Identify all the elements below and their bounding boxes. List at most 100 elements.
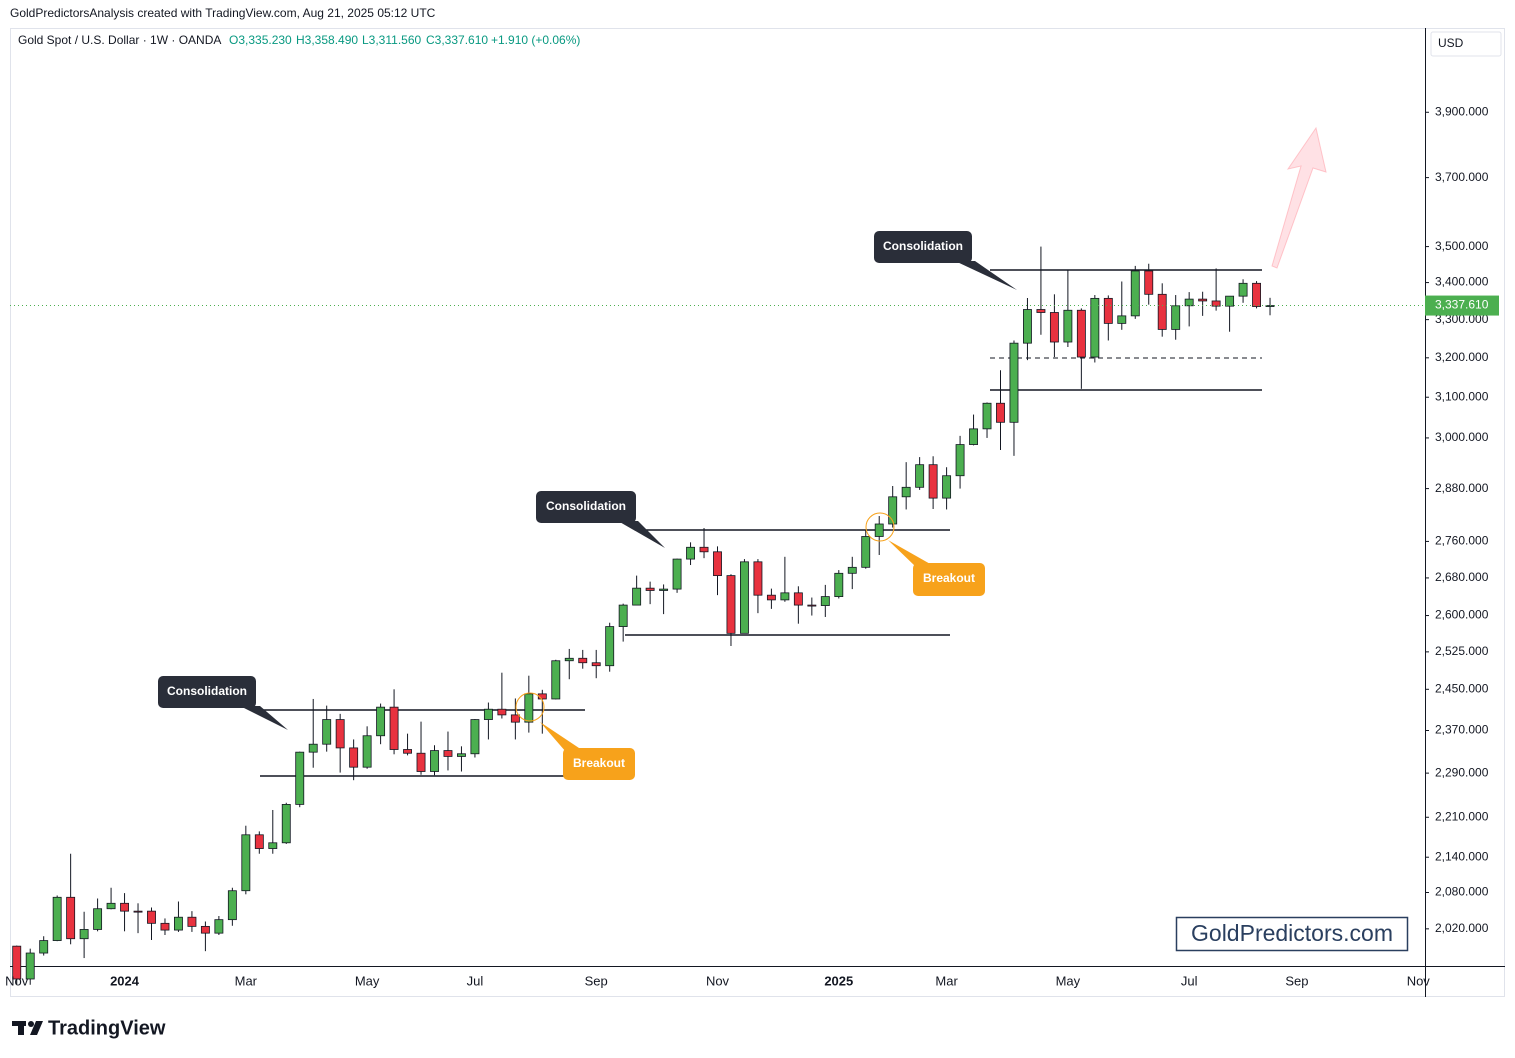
y-tick-label: 2,525.000 — [1435, 644, 1489, 658]
callout — [874, 231, 972, 263]
candle-body — [1211, 300, 1221, 307]
callout-text: Consolidation — [167, 684, 247, 698]
last-price-box — [1425, 295, 1499, 316]
candle-body — [227, 890, 237, 921]
candle-body — [618, 604, 628, 627]
y-tick-label: 2,140.000 — [1435, 849, 1489, 863]
callout — [913, 563, 985, 596]
candle-body — [241, 834, 251, 892]
candle-body — [901, 486, 911, 498]
callout-text: Consolidation — [883, 239, 963, 253]
y-tick-label: 2,080.000 — [1435, 885, 1489, 899]
callout-tail — [240, 706, 288, 730]
candle-body — [52, 896, 62, 941]
x-tick-label: May — [355, 973, 380, 988]
candle-body — [551, 660, 561, 700]
y-tick-label: 2,450.000 — [1435, 681, 1489, 695]
candle-body — [537, 693, 547, 700]
currency: USD — [1438, 36, 1464, 50]
candle-body — [1144, 270, 1154, 295]
candle-body — [200, 925, 210, 934]
ohlc-close: C3,337.610 — [426, 33, 488, 47]
candle-body — [79, 929, 89, 940]
y-tick-label: 3,500.000 — [1435, 239, 1489, 253]
candle-body — [605, 626, 615, 667]
candle-body — [389, 706, 399, 750]
candle-body — [403, 749, 412, 754]
y-tick-label: 2,680.000 — [1435, 570, 1489, 584]
candles — [12, 246, 1275, 985]
x-tick-label: Nov — [706, 973, 730, 988]
candle-body — [1117, 315, 1127, 324]
ohlc-high: H3,358.490 — [296, 33, 358, 47]
candle-body — [281, 804, 291, 844]
candle-body — [1184, 298, 1194, 307]
candle-body — [740, 561, 749, 634]
last-price-label: 3,337.610 — [1435, 298, 1489, 312]
candle-body — [1130, 270, 1140, 317]
x-tick-label: May — [1056, 973, 1081, 988]
candle-body — [1252, 282, 1261, 307]
candle-body — [349, 747, 359, 768]
candle-body — [726, 575, 736, 634]
candle-body — [645, 587, 655, 591]
callout-text: Breakout — [573, 756, 625, 770]
currency-box — [1430, 31, 1502, 57]
logo-part — [18, 1021, 24, 1035]
y-tick-label: 2,760.000 — [1435, 534, 1489, 548]
candle-body — [295, 751, 305, 805]
candle-body — [470, 719, 480, 755]
header: GoldPredictorsAnalysis created with Trad… — [10, 6, 436, 20]
candle-body — [1157, 293, 1167, 330]
candle-body — [160, 922, 170, 931]
watermark: GoldPredictors.com — [1191, 920, 1393, 946]
candle-body — [93, 908, 103, 930]
candle-body — [996, 402, 1005, 423]
y-tick-label: 3,400.000 — [1435, 275, 1489, 289]
candle-body — [376, 706, 386, 737]
candle-body — [888, 496, 898, 525]
candle-body — [443, 750, 453, 757]
x-tick-label: Sep — [585, 973, 608, 988]
frame — [10, 28, 1505, 997]
callout-tail — [955, 261, 1017, 290]
candle-body — [106, 902, 116, 910]
candle-body — [12, 945, 22, 980]
y-tick-label: 2,600.000 — [1435, 608, 1489, 622]
candle-body — [66, 896, 76, 940]
candle-body — [187, 916, 197, 927]
x-tick-label: Jul — [467, 973, 484, 988]
candle-body — [942, 475, 952, 499]
y-tick-label: 2,020.000 — [1435, 921, 1489, 935]
candle-body — [174, 916, 183, 931]
y-tick-label: 3,700.000 — [1435, 170, 1489, 184]
candle-body — [1103, 297, 1113, 324]
candle-body — [1049, 312, 1059, 343]
y-tick-label: 2,880.000 — [1435, 481, 1489, 495]
x-tick-label: Sep — [1285, 973, 1308, 988]
candle-body — [483, 708, 493, 720]
candle-body — [969, 428, 978, 445]
callout-tail — [618, 521, 665, 548]
candle-body — [807, 604, 817, 607]
candle-body — [1023, 309, 1032, 344]
candle-body — [510, 714, 520, 723]
candle-body — [928, 464, 938, 499]
candle-body — [147, 910, 156, 924]
y-tick-label: 3,000.000 — [1435, 430, 1489, 444]
candle-body — [847, 566, 857, 574]
candle-body — [1198, 298, 1208, 302]
footer-brand: TradingView — [48, 1017, 166, 1039]
callout — [536, 491, 636, 523]
ohlc-change: +1.910 (+0.06%) — [491, 33, 580, 47]
candle-body — [1076, 309, 1086, 358]
y-tick-label: 2,370.000 — [1435, 723, 1489, 737]
candle-body — [322, 719, 332, 745]
breakout-circle — [865, 512, 895, 542]
candle-body — [1036, 309, 1046, 313]
candle-body — [430, 750, 439, 772]
x-tick-label: 2025 — [824, 973, 853, 988]
callout-text: Consolidation — [546, 499, 626, 513]
